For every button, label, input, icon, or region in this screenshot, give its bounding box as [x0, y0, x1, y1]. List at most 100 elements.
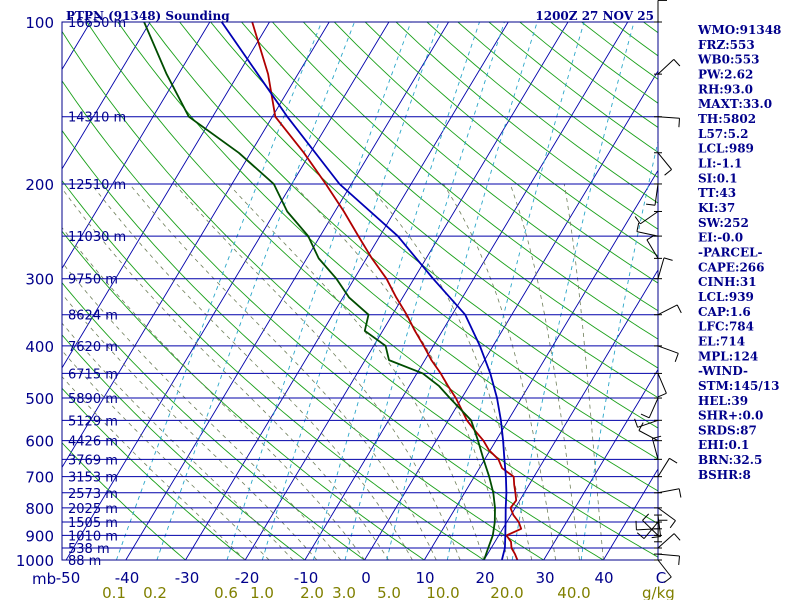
mixing-ratio-tick-label: 2.0 — [300, 584, 324, 600]
pressure-label: 900 — [25, 527, 54, 545]
wind-barb-flag — [658, 392, 667, 398]
height-label: 2573 m — [68, 487, 118, 502]
height-label: 7620 m — [68, 340, 118, 355]
wind-barb-flag — [663, 576, 672, 583]
index-line: LFC:784 — [698, 320, 754, 334]
height-label: 3153 m — [68, 471, 118, 486]
wind-barb-flag — [634, 216, 641, 225]
wind-barb — [657, 257, 665, 279]
wind-barb-flag — [636, 532, 645, 539]
wind-barb-flag — [678, 555, 680, 565]
pressure-label: 600 — [25, 433, 54, 451]
index-line: SHR+:0.0 — [698, 409, 763, 423]
index-line: EHI:0.1 — [698, 438, 749, 452]
wind-barb-flag — [673, 533, 681, 541]
mixing-ratio-tick-label: 5.0 — [377, 584, 401, 600]
temperature-tick-label: -50 — [56, 569, 81, 587]
index-line: STM:145/13 — [698, 379, 779, 393]
pressure-unit-label: mb — [32, 570, 56, 588]
wind-barb — [657, 345, 679, 354]
wind-barb — [657, 59, 675, 75]
moist-adiabat-line — [563, 183, 604, 560]
pressure-label: 300 — [25, 271, 54, 289]
wind-barb-flag — [642, 513, 650, 521]
height-label: 8624 m — [68, 309, 118, 324]
index-line: FRZ:553 — [698, 38, 755, 52]
temperature-tick-label: 10 — [415, 569, 434, 587]
index-line: RH:93.0 — [698, 82, 753, 96]
mixing-ratio-tick-label: 1.0 — [250, 584, 274, 600]
wind-barb — [657, 458, 670, 477]
height-label: 5890 m — [68, 392, 118, 407]
index-line: TH:5802 — [698, 112, 756, 126]
height-label: 538 m — [68, 542, 110, 557]
wind-barb-flag — [636, 222, 640, 232]
pressure-label: 800 — [25, 500, 54, 518]
index-line: WMO:91348 — [697, 23, 781, 37]
height-label: 1505 m — [68, 516, 118, 531]
height-label: 5129 m — [68, 414, 118, 429]
chart-title-station: PTPN (91348) Sounding — [66, 9, 230, 23]
pressure-label: 1000 — [16, 552, 54, 570]
wind-barb — [657, 533, 675, 549]
wind-barb — [657, 373, 667, 394]
mixing-ratio-tick-label: 40.0 — [557, 584, 590, 600]
wind-barb — [648, 397, 659, 419]
index-line: -PARCEL- — [698, 245, 763, 259]
index-line: EL:714 — [698, 334, 745, 348]
index-line: BSHR:8 — [698, 468, 751, 482]
wind-barb — [642, 520, 659, 536]
wind-barb-flag — [678, 118, 680, 128]
wind-barb-flag — [640, 413, 650, 419]
plot-frame — [61, 21, 659, 561]
wind-barbs — [634, 0, 682, 583]
height-label: 88 m — [68, 554, 101, 569]
wind-barb — [657, 304, 678, 316]
isotherm-line — [483, 269, 658, 560]
index-line: L57:5.2 — [698, 127, 748, 141]
temperature-tick-label: 0 — [361, 569, 371, 587]
mixing-ratio-tick-label: 10.0 — [426, 584, 459, 600]
wind-barb — [657, 152, 672, 170]
index-line: PW:2.62 — [698, 67, 753, 81]
index-line: CINH:31 — [698, 275, 757, 289]
index-line: MPL:124 — [698, 349, 758, 363]
isobar-lines — [62, 21, 658, 561]
index-line: LI:-1.1 — [698, 156, 742, 170]
wind-barb-flag — [663, 257, 673, 261]
isotherm-line — [62, 22, 151, 170]
index-line: LCL:989 — [698, 142, 754, 156]
isotherm-line — [244, 22, 569, 560]
isotherm-line — [304, 22, 629, 560]
isotherm-line — [62, 22, 211, 270]
moist-adiabat-line — [292, 183, 509, 560]
mixing-ratio-unit-label: g/kg — [642, 584, 675, 600]
mixing-ratio-tick-label: 0.2 — [143, 584, 167, 600]
isotherm-line — [62, 22, 270, 369]
moist-adiabat-line — [62, 261, 342, 560]
temperature-profile-line — [251, 22, 523, 560]
temperature-tick-label: 40 — [594, 569, 613, 587]
height-label: 9750 m — [68, 273, 118, 288]
wind-barb-flag — [652, 435, 662, 439]
mixing-ratio-tick-label: 20.0 — [490, 584, 523, 600]
wind-barb — [643, 521, 659, 539]
wind-barb — [640, 211, 659, 225]
isotherm-line — [423, 169, 658, 560]
pressure-label: 100 — [25, 14, 54, 32]
wind-barb — [657, 559, 672, 578]
sounding-indices-panel: WMO:91348FRZ:553WB0:553PW:2.62RH:93.0MAX… — [697, 23, 781, 482]
height-label: 11030 m — [68, 230, 126, 245]
isotherm-line — [543, 368, 658, 560]
height-label: 2025 m — [68, 502, 118, 517]
pressure-label: 500 — [25, 390, 54, 408]
height-label: 1010 m — [68, 529, 118, 544]
index-line: CAP:1.6 — [698, 305, 751, 319]
height-label: 16650 m — [68, 16, 126, 31]
temperature-tick-label: 20 — [475, 569, 494, 587]
index-line: CAPE:266 — [698, 260, 765, 274]
index-line: MAXT:33.0 — [698, 97, 772, 111]
temperature-tick-label: -10 — [294, 569, 319, 587]
index-line: SRDS:87 — [698, 423, 757, 437]
